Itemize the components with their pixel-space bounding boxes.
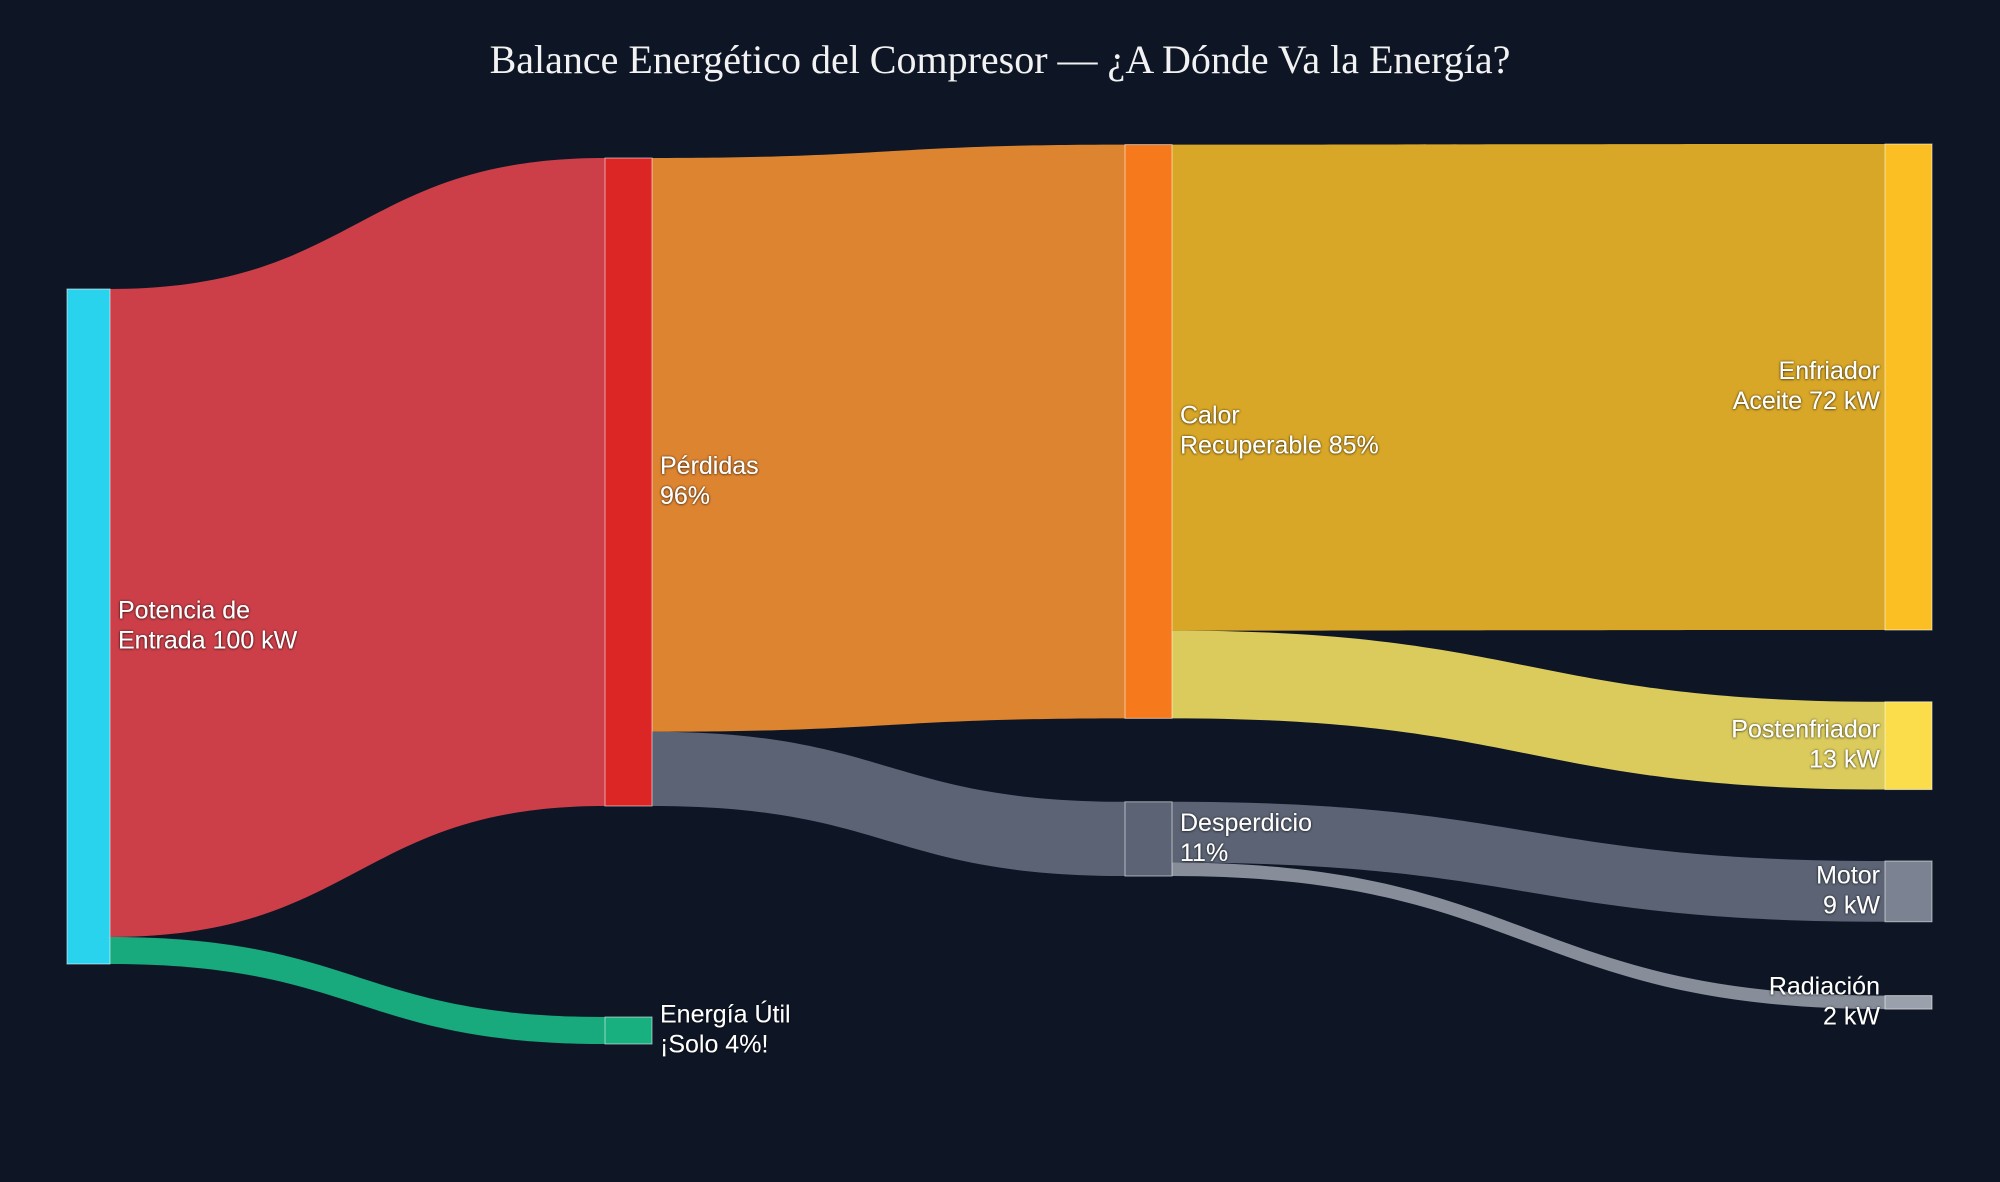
svg-text:9 kW: 9 kW — [1823, 891, 1880, 919]
svg-text:13 kW: 13 kW — [1809, 746, 1880, 774]
svg-text:Potencia de: Potencia de — [118, 597, 250, 625]
svg-text:Entrada 100 kW: Entrada 100 kW — [118, 627, 298, 655]
svg-text:Energía Útil: Energía Útil — [660, 1000, 791, 1029]
svg-text:96%: 96% — [660, 482, 710, 510]
svg-text:Calor: Calor — [1180, 401, 1240, 429]
svg-text:Pérdidas: Pérdidas — [660, 452, 759, 480]
svg-text:Postenfriador: Postenfriador — [1731, 716, 1880, 744]
svg-text:¡Solo 4%!: ¡Solo 4%! — [660, 1031, 768, 1059]
svg-text:Radiación: Radiación — [1769, 972, 1880, 1000]
svg-text:Motor: Motor — [1816, 861, 1880, 889]
svg-text:Desperdicio: Desperdicio — [1180, 809, 1312, 837]
svg-text:11%: 11% — [1180, 839, 1228, 867]
svg-text:Balance Energético del Compres: Balance Energético del Compresor — ¿A Dó… — [490, 37, 1511, 82]
svg-text:Recuperable 85%: Recuperable 85% — [1180, 431, 1379, 459]
svg-text:2 kW: 2 kW — [1823, 1002, 1880, 1030]
svg-text:Aceite 72 kW: Aceite 72 kW — [1733, 387, 1881, 415]
svg-text:Enfriador: Enfriador — [1779, 357, 1880, 385]
